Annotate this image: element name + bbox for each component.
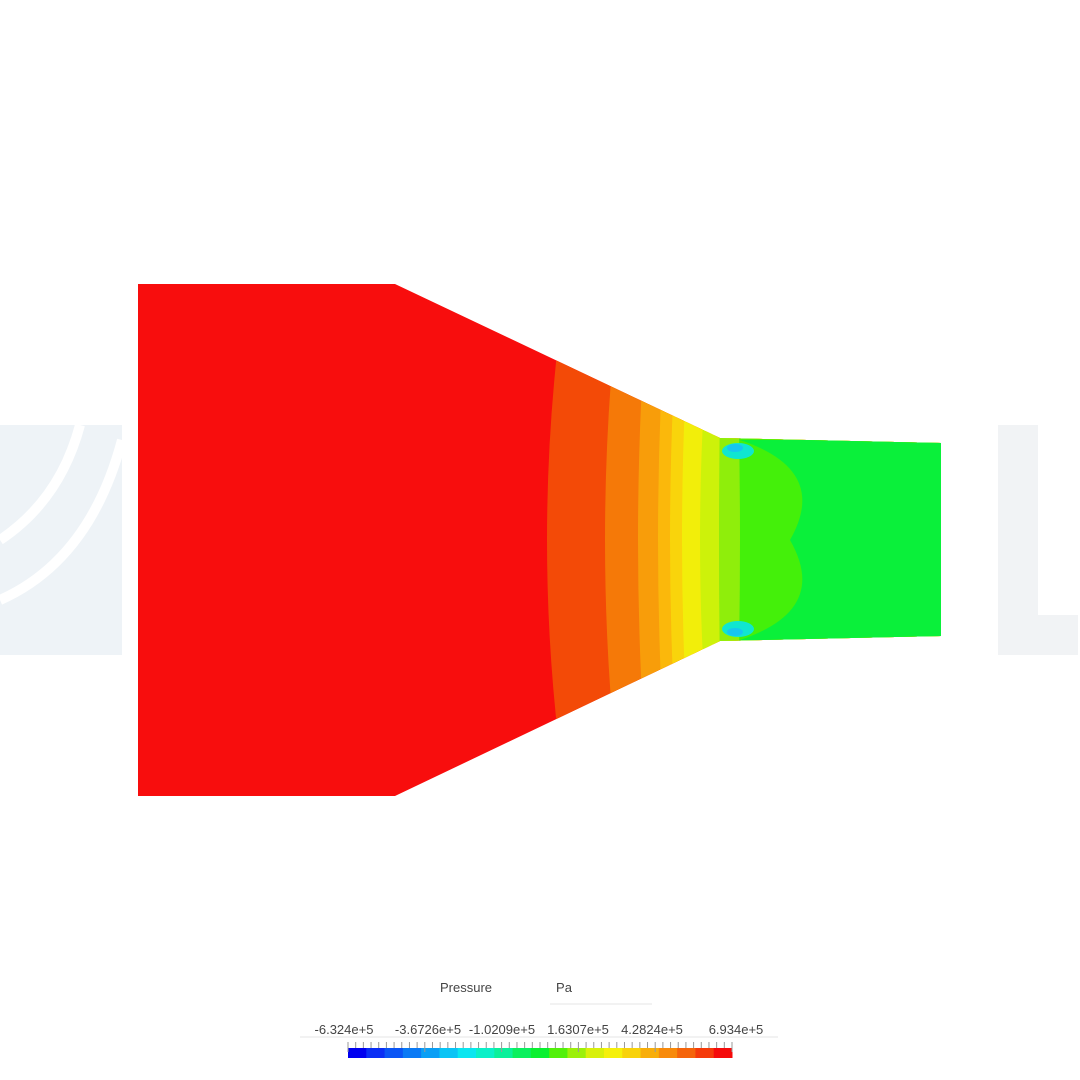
color-band: [549, 1048, 568, 1058]
legend-unit: Pa: [556, 980, 573, 995]
color-band: [421, 1048, 440, 1058]
color-legend: Pressure Pa -6.324e+5 -3.6726e+5 -1.0209e+…: [300, 980, 778, 1058]
color-band: [494, 1048, 514, 1058]
color-bar: [347, 1042, 733, 1058]
color-band: [713, 1048, 733, 1058]
color-band: [695, 1048, 715, 1058]
color-band: [476, 1048, 495, 1058]
color-band: [677, 1048, 696, 1058]
color-bar-labels: -6.324e+5 -3.6726e+5 -1.0209e+5 1.6307e+5 4.…: [315, 1022, 764, 1037]
watermark: [0, 423, 1078, 655]
color-band: [567, 1048, 587, 1058]
color-band: [585, 1048, 605, 1058]
tick-label: -1.0209e+5: [469, 1022, 535, 1037]
color-band: [402, 1048, 422, 1058]
color-band: [530, 1048, 550, 1058]
color-band: [457, 1048, 477, 1058]
color-band: [512, 1048, 532, 1058]
color-band: [366, 1048, 386, 1058]
color-band: [640, 1048, 660, 1058]
tick-label: -6.324e+5: [315, 1022, 374, 1037]
legend-title: Pressure: [440, 980, 492, 995]
tick-label: 6.934e+5: [709, 1022, 764, 1037]
tick-label: -3.6726e+5: [395, 1022, 461, 1037]
color-band: [348, 1048, 367, 1058]
color-band: [604, 1048, 623, 1058]
color-band: [658, 1048, 678, 1058]
color-band: [622, 1048, 642, 1058]
pressure-contour: [138, 284, 941, 796]
color-band: [384, 1048, 404, 1058]
tick-label: 1.6307e+5: [547, 1022, 609, 1037]
color-band: [439, 1048, 459, 1058]
tick-label: 4.2824e+5: [621, 1022, 683, 1037]
